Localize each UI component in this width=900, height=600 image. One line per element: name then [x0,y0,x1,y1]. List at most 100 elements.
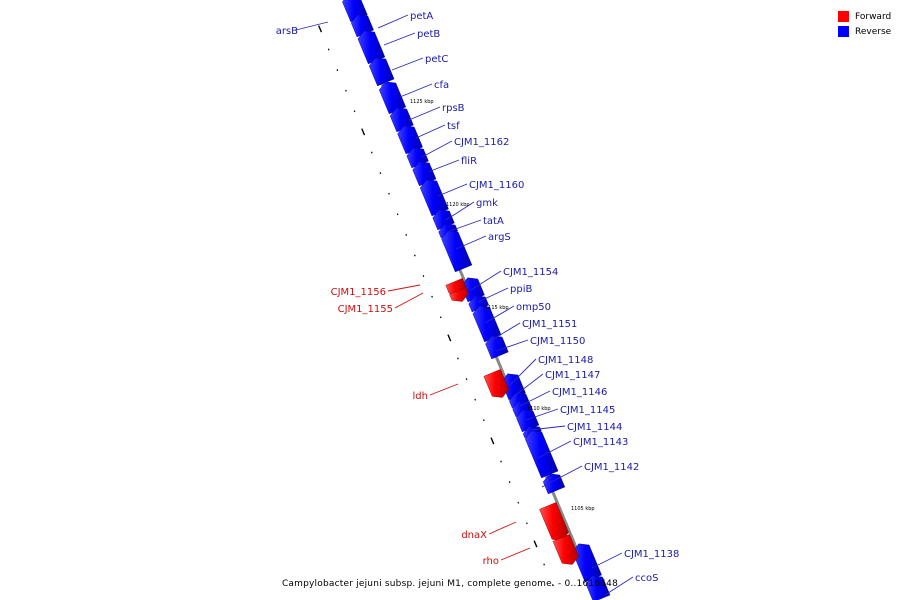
tick-mark [413,254,416,257]
leader-line [387,284,421,292]
label-leader-lines [295,14,634,596]
gene-label[interactable]: CJM1_1138 [624,549,679,560]
reverse-gene-feature[interactable] [368,57,395,87]
tick-mark [327,48,330,51]
reverse-swatch [838,26,849,37]
leader-line [455,235,487,250]
gene-label[interactable]: omp50 [516,302,551,313]
tick-mark [318,25,323,33]
gene-label[interactable]: dnaX [461,530,487,541]
leader-line [427,159,460,173]
axis-tick-label: 1115 kbp [485,305,509,311]
gene-label[interactable]: CJM1_1156 [331,287,386,298]
forward-gene-feature[interactable] [539,502,569,541]
gene-label[interactable]: CJM1_1150 [530,336,585,347]
leader-line [500,547,531,561]
gene-label[interactable]: arsB [276,26,298,37]
reverse-gene-feature[interactable] [524,430,559,479]
forward-gene-feature[interactable] [449,287,469,302]
leader-line [449,219,482,232]
leader-line [509,358,537,386]
gene-label[interactable]: CJM1_1142 [584,462,639,473]
gene-label[interactable]: CJM1_1148 [538,355,593,366]
leader-line [525,408,559,421]
gene-label[interactable]: CJM1_1162 [454,137,509,148]
gene-label[interactable]: CJM1_1145 [560,405,615,416]
gene-label[interactable]: petA [410,11,433,22]
forward-swatch [838,11,849,22]
tick-mark [336,69,339,72]
reverse-gene-feature[interactable] [585,575,611,600]
tick-mark [457,357,459,360]
reverse-gene-feature[interactable] [542,473,566,495]
leader-line [377,14,409,29]
gene-label[interactable]: tatA [483,216,504,227]
leader-line [408,106,441,121]
gene-label[interactable]: cfa [434,80,449,91]
tick-mark [517,501,520,504]
leader-line [488,521,517,535]
tick-mark [526,522,528,525]
gene-label[interactable]: CJM1_1144 [567,422,622,433]
gene-label[interactable]: tsf [447,121,460,132]
tick-mark [508,481,511,484]
legend-label: Forward [855,11,892,22]
tick-mark [396,213,399,216]
reverse-gene-feature[interactable] [441,230,473,273]
gene-label[interactable]: ppiB [510,284,532,295]
gene-label[interactable]: gmk [476,198,498,209]
tick-mark [370,151,373,154]
tick-mark [431,295,433,298]
reverse-gene-feature[interactable] [572,543,602,583]
gene-label[interactable]: CJM1_1143 [573,437,628,448]
leader-line [391,57,424,71]
leader-line [495,339,529,352]
tick-marks [318,25,554,587]
axis-tick-label: 1105 kbp [571,506,595,512]
legend: Forward Reverse [838,9,891,39]
leader-line [484,305,515,324]
tick-mark [543,563,545,566]
tick-mark [361,128,366,136]
reverse-gene-feature[interactable] [485,335,509,360]
gene-label[interactable]: rpsB [442,103,465,114]
map-caption: Campylobacter jejuni subsp. jejuni M1, c… [281,579,619,589]
tick-mark [533,540,538,548]
tick-mark [379,172,382,175]
gene-label[interactable]: ccoS [635,573,658,584]
legend-item-reverse: Reverse [838,24,891,39]
legend-label: Reverse [855,26,892,37]
tick-mark [439,316,442,319]
gene-label[interactable]: CJM1_1155 [338,304,393,315]
leader-line [489,322,521,342]
tick-mark [465,378,468,381]
tick-mark [388,192,390,195]
tick-mark [405,233,408,236]
forward-gene-feature[interactable] [552,534,579,565]
leader-line [383,32,416,46]
tick-mark [490,437,495,445]
leader-line [470,270,502,291]
gene-label[interactable]: fliR [461,156,477,167]
leader-line [399,83,433,98]
tick-mark [447,334,452,342]
axis-tick-label: 1110 kbp [527,406,551,412]
gene-label[interactable]: CJM1_1160 [469,180,524,191]
gene-label[interactable]: petC [425,54,448,65]
legend-item-forward: Forward [838,9,891,24]
gene-label[interactable]: CJM1_1154 [503,267,558,278]
gene-label[interactable]: rho [483,556,499,567]
gene-label[interactable]: petB [417,29,440,40]
gene-label[interactable]: CJM1_1151 [522,319,577,330]
gene-label[interactable]: CJM1_1147 [545,370,600,381]
gene-label[interactable]: argS [488,232,511,243]
leader-line [295,21,329,31]
gene-label[interactable]: CJM1_1146 [552,387,607,398]
gene-label[interactable]: ldh [413,391,428,402]
tick-mark [551,584,554,587]
leader-line [519,390,551,407]
axis-tick-label: 1120 kbp [446,202,470,208]
forward-gene-feature[interactable] [483,369,510,398]
tick-mark [345,89,347,92]
